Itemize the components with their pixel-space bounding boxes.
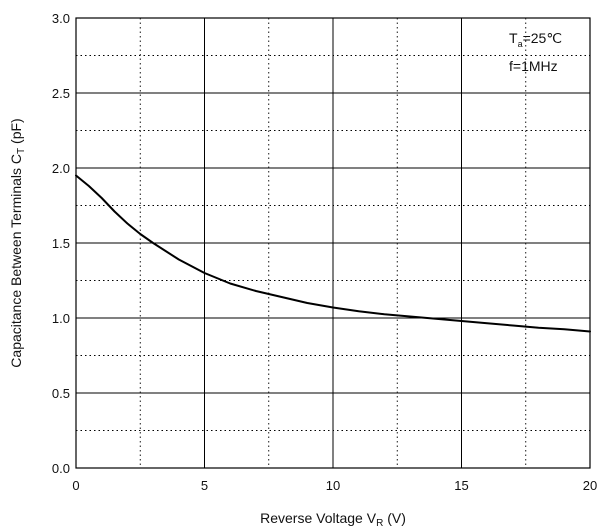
annotation-temperature-main: T (509, 30, 518, 46)
x-tick-label: 15 (454, 478, 468, 493)
x-tick-label: 0 (72, 478, 79, 493)
y-tick-label: 2.5 (52, 86, 70, 101)
annotation-frequency: f=1MHz (509, 58, 558, 74)
x-axis-title: Reverse Voltage VR (V) (260, 510, 406, 529)
x-tick-labels: 0 5 10 15 20 (72, 478, 597, 493)
y-tick-label: 0.0 (52, 461, 70, 476)
series-layer (75, 174, 591, 333)
x-axis-title-subscript: R (376, 518, 383, 529)
y-axis-title-main: Capacitance Between Terminals C (8, 154, 24, 368)
y-axis-title-unit: (pF) (8, 118, 24, 148)
y-axis-title-subscript: T (16, 148, 27, 154)
annotation-temperature: Ta=25℃ (509, 30, 562, 49)
annotation-temperature-subscript: a (518, 39, 523, 49)
y-tick-labels: 0.0 0.5 1.0 1.5 2.0 2.5 3.0 (52, 11, 70, 476)
y-tick-label: 1.0 (52, 311, 70, 326)
major-grid (76, 18, 590, 468)
x-tick-label: 10 (326, 478, 340, 493)
capacitance-curve (75, 174, 591, 333)
y-tick-label: 3.0 (52, 11, 70, 26)
y-tick-label: 0.5 (52, 386, 70, 401)
x-axis-title-main: Reverse Voltage V (260, 510, 377, 526)
plot-frame (75, 17, 591, 469)
x-axis-title-unit: (V) (383, 510, 406, 526)
y-axis-title: Capacitance Between Terminals CT (pF) (8, 118, 27, 367)
x-tick-label: 5 (201, 478, 208, 493)
annotation-temperature-value: =25℃ (523, 30, 562, 46)
x-tick-label: 20 (583, 478, 597, 493)
y-tick-label: 2.0 (52, 161, 70, 176)
y-tick-label: 1.5 (52, 236, 70, 251)
